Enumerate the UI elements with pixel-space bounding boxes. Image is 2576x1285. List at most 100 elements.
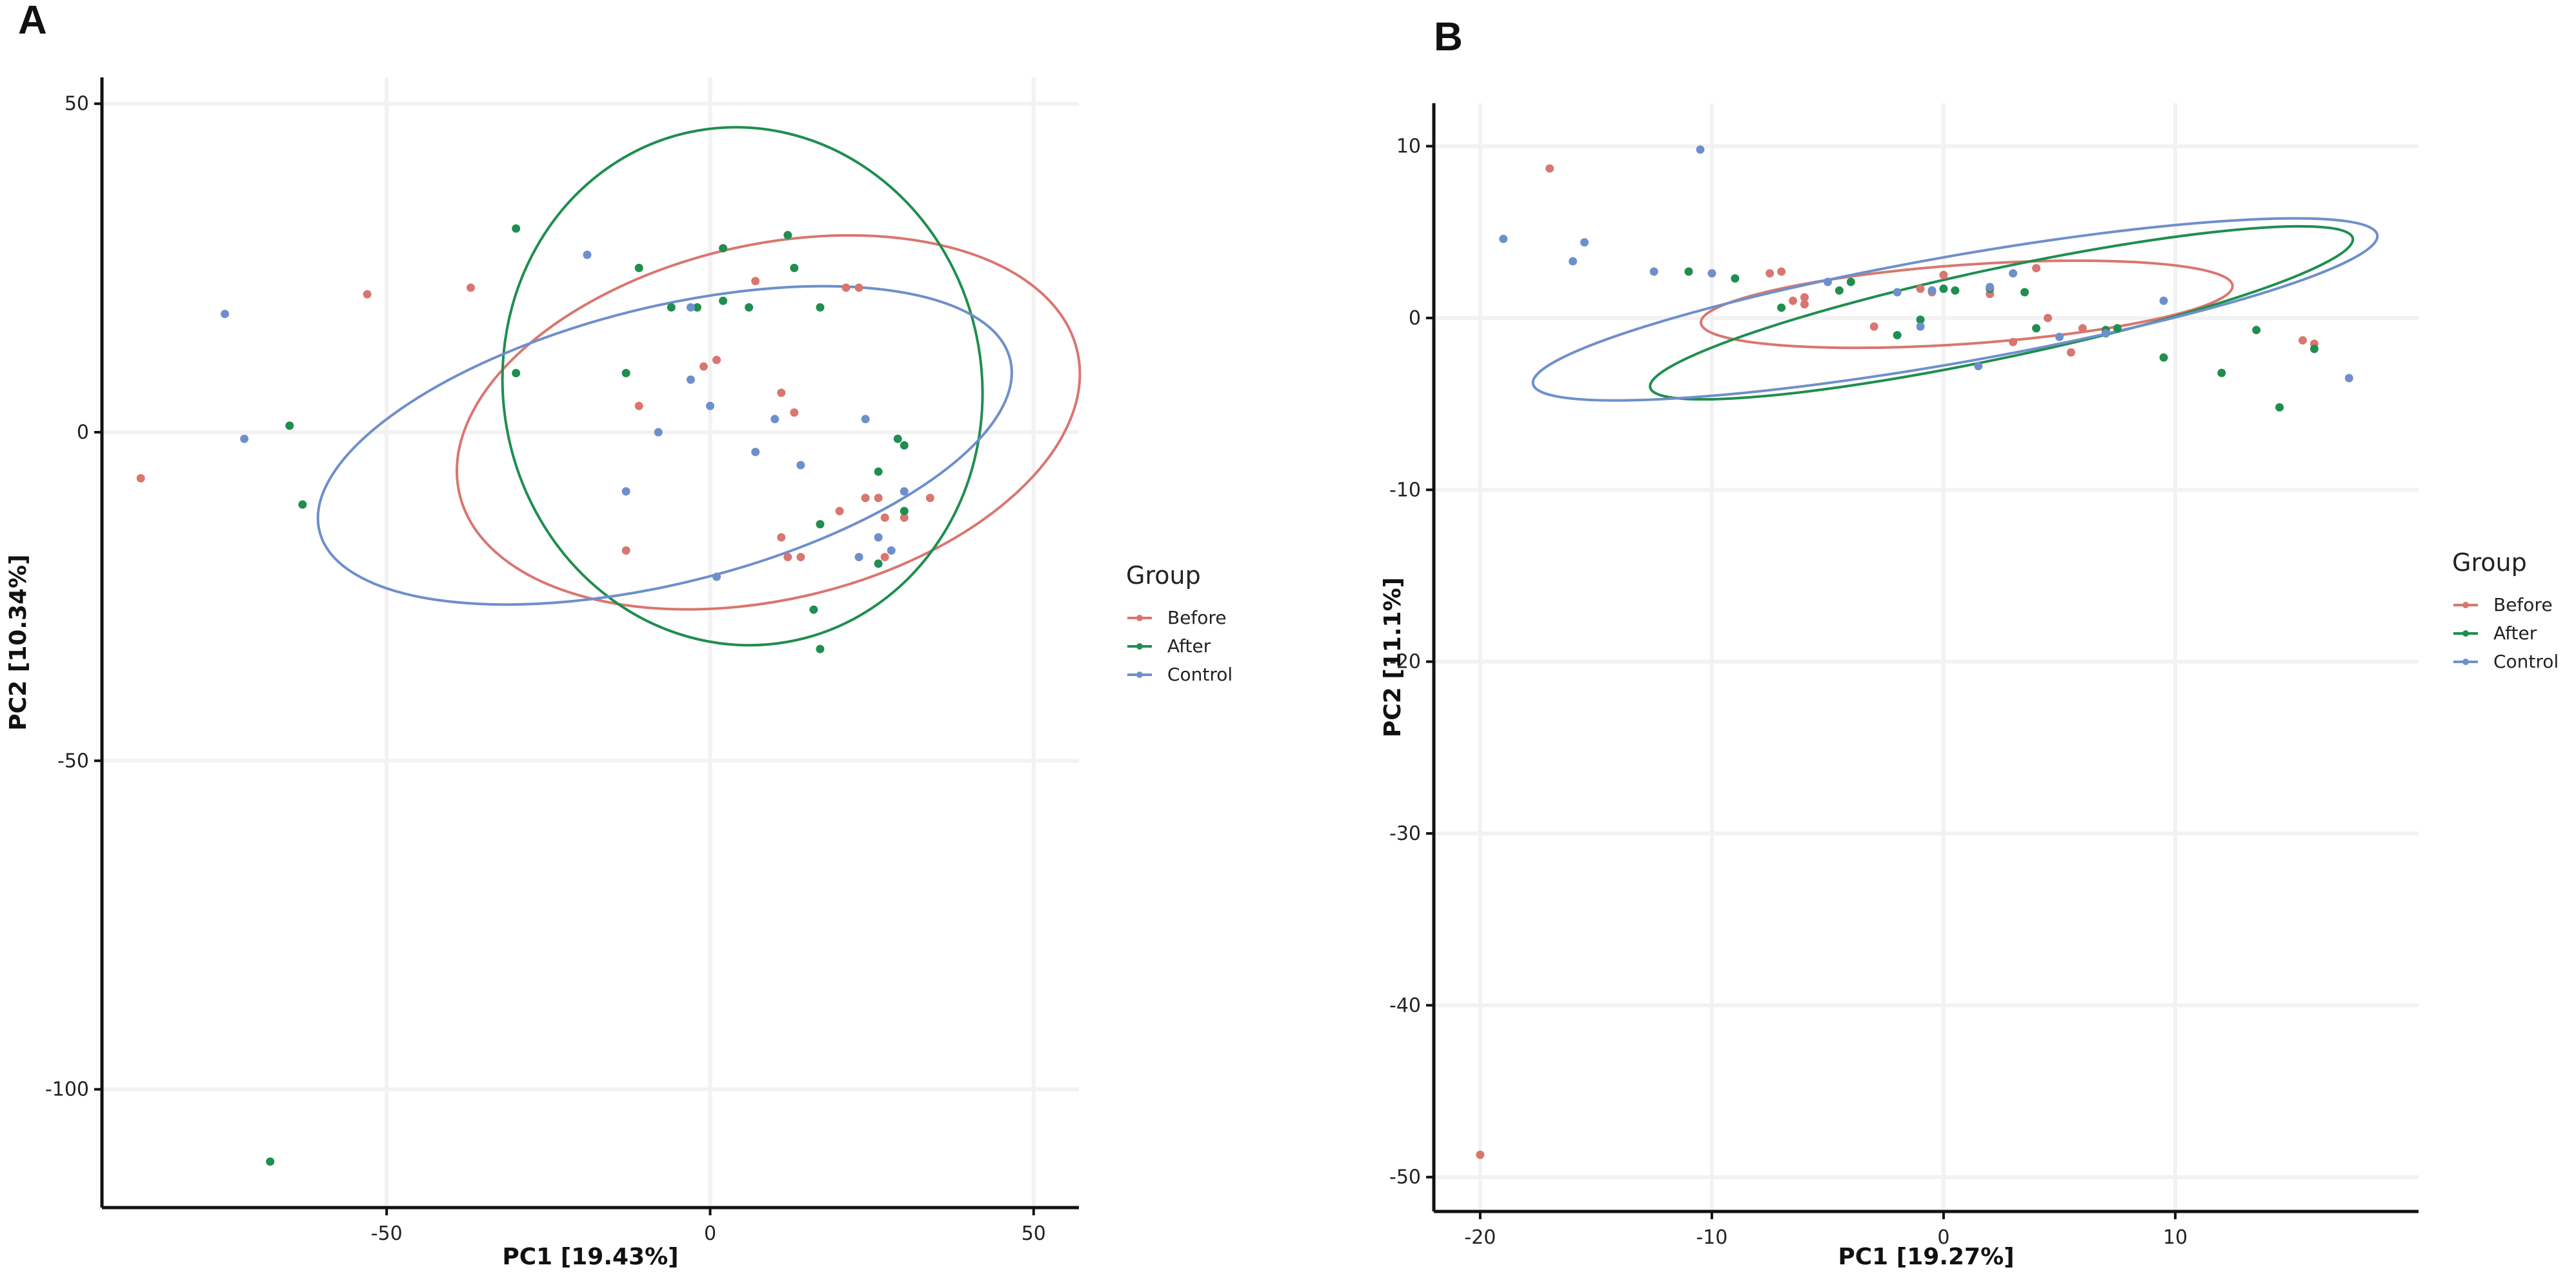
x-axis-title: PC1 [19.43%] (502, 1244, 678, 1270)
data-point-control (621, 487, 630, 496)
data-point-after (266, 1157, 275, 1166)
data-point-before (2032, 264, 2041, 273)
data-point-control (686, 303, 695, 312)
legend-label-control: Control (1167, 664, 1233, 685)
data-point-control (221, 310, 230, 319)
data-point-control (796, 461, 805, 470)
data-point-before (1777, 267, 1786, 276)
data-point-after (2032, 324, 2041, 333)
data-point-before (467, 283, 476, 292)
data-point-before (783, 553, 792, 562)
data-point-after (816, 644, 825, 653)
data-point-before (2044, 314, 2053, 323)
data-point-after (874, 559, 883, 568)
data-point-before (2078, 324, 2087, 333)
data-point-before (751, 277, 760, 286)
data-point-before (796, 553, 805, 562)
data-point-after (2217, 368, 2226, 377)
x-tick-label: -10 (1696, 1226, 1727, 1249)
legend-key-point (1136, 615, 1143, 621)
data-point-after (2020, 288, 2029, 297)
data-point-control (1916, 322, 1925, 331)
data-point-before (841, 283, 850, 292)
data-point-after (1777, 303, 1786, 312)
data-point-control (887, 546, 896, 555)
data-point-control (854, 553, 863, 562)
panel-a: -50 0 50 50 0 -50 -100 PC1 [19.43%] PC2 [10.34%]… (5, 77, 1233, 1270)
data-point-after (1939, 284, 1948, 294)
y-axis-title: PC2 [10.34%] (5, 554, 32, 730)
data-point-before (777, 388, 786, 397)
data-point-after (1684, 267, 1693, 276)
data-point-after (1916, 315, 1925, 324)
data-point-before (2066, 348, 2075, 357)
data-point-control (1649, 267, 1658, 276)
data-point-control (1707, 269, 1716, 278)
data-point-after (621, 368, 630, 377)
legend-key-point (1136, 643, 1143, 650)
data-point-before (861, 493, 870, 503)
data-point-after (719, 244, 728, 253)
y-tick-label: -20 (1389, 651, 1421, 673)
panel-label-a: A (18, 0, 47, 43)
data-point-after (783, 230, 792, 239)
data-point-after (893, 434, 902, 443)
data-point-after (900, 506, 909, 515)
data-point-before (1800, 293, 1809, 302)
data-point-after (2113, 324, 2122, 333)
data-point-after (692, 303, 701, 312)
legend-key-point (2462, 630, 2469, 637)
data-point-after (816, 303, 825, 312)
data-point-after (816, 520, 825, 529)
x-tick-label: -50 (371, 1222, 403, 1245)
data-point-before (621, 546, 630, 555)
data-point-after (298, 500, 307, 509)
data-point-after (1846, 277, 1855, 286)
data-point-control (1823, 277, 1832, 286)
panel-b: -20 -10 0 10 10 0 -10 -20 -30 -40 -50 PC1 [19.27%] P… (1380, 103, 2559, 1270)
legend-label-control: Control (2493, 651, 2559, 672)
x-tick-label: 50 (1021, 1222, 1046, 1245)
data-point-control (686, 375, 695, 384)
confidence-ellipse-after (1649, 224, 2355, 401)
data-point-control (861, 415, 870, 424)
confidence-ellipse-control (1531, 217, 2379, 402)
data-point-control (2344, 374, 2353, 383)
data-point-control (1696, 145, 1705, 154)
data-point-before (854, 283, 863, 292)
legend-label-after: After (1167, 635, 1211, 657)
y-tick-label: 10 (1396, 135, 1421, 158)
data-point-after (874, 467, 883, 476)
data-point-before (880, 553, 889, 562)
x-tick-label: 0 (704, 1222, 716, 1245)
data-point-control (1893, 288, 1902, 297)
legend-label-after: After (2493, 623, 2537, 644)
data-point-before (900, 513, 909, 522)
y-tick-label: -30 (1389, 822, 1421, 845)
data-point-control (1499, 234, 1508, 243)
data-point-control (1568, 257, 1577, 266)
legend-label-before: Before (2493, 594, 2553, 615)
data-point-before (790, 408, 799, 417)
data-point-after (512, 224, 521, 233)
data-point-before (634, 401, 643, 410)
data-point-after (809, 605, 818, 614)
data-point-control (705, 401, 714, 410)
data-point-after (1835, 286, 1844, 295)
data-point-control (2055, 332, 2064, 341)
data-point-before (1800, 300, 1809, 309)
data-point-control (1927, 286, 1937, 295)
legend-key-point (2462, 602, 2469, 608)
data-point-after (1893, 331, 1902, 340)
y-tick-label: -100 (45, 1079, 89, 1101)
legend-key-point (1136, 672, 1143, 678)
data-point-before (712, 355, 721, 364)
data-point-after (790, 263, 799, 272)
data-point-after (1731, 274, 1740, 283)
data-point-control (2159, 296, 2168, 305)
data-point-before (1545, 164, 1555, 173)
legend-title: Group (2452, 548, 2527, 577)
data-point-before (1869, 322, 1878, 331)
x-tick-label: 10 (2163, 1226, 2188, 1249)
